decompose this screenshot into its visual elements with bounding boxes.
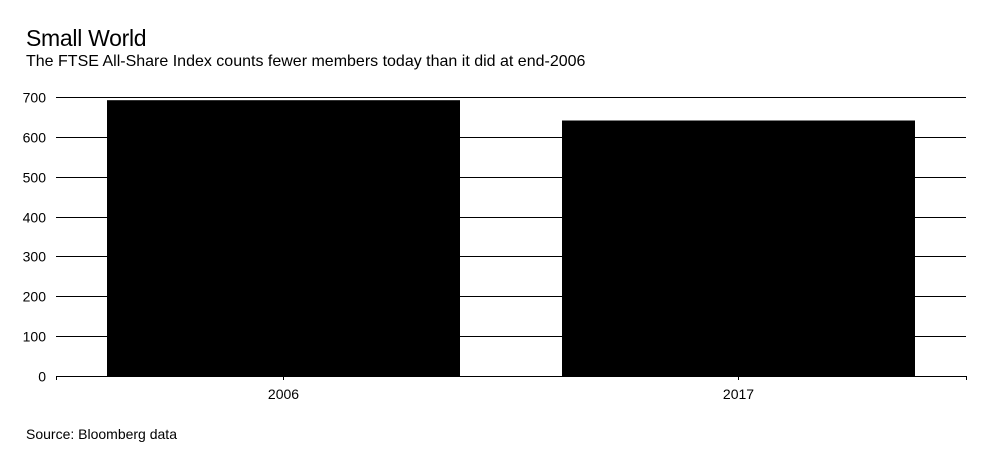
source-note: Source: Bloomberg data [26, 426, 177, 442]
x-axis-tick-labels: 2006 2017 [268, 386, 754, 402]
y-tick-label: 100 [23, 329, 47, 345]
y-tick-label: 200 [23, 289, 47, 305]
x-axis [56, 376, 967, 380]
y-axis-tick-labels: 0 100 200 300 400 500 600 700 [23, 90, 47, 385]
bars [107, 100, 915, 376]
y-tick-label: 700 [23, 90, 47, 106]
chart-subtitle: The FTSE All-Share Index counts fewer me… [26, 53, 586, 70]
bar-2006 [107, 100, 460, 376]
x-tick-label: 2017 [723, 386, 754, 402]
y-tick-label: 500 [23, 170, 47, 186]
y-tick-label: 300 [23, 249, 47, 265]
y-tick-label: 600 [23, 130, 47, 146]
y-tick-label: 400 [23, 210, 47, 226]
bar-2017 [562, 120, 915, 376]
chart-title: Small World [26, 25, 147, 51]
x-tick-label: 2006 [268, 386, 299, 402]
y-tick-label: 0 [38, 369, 46, 385]
